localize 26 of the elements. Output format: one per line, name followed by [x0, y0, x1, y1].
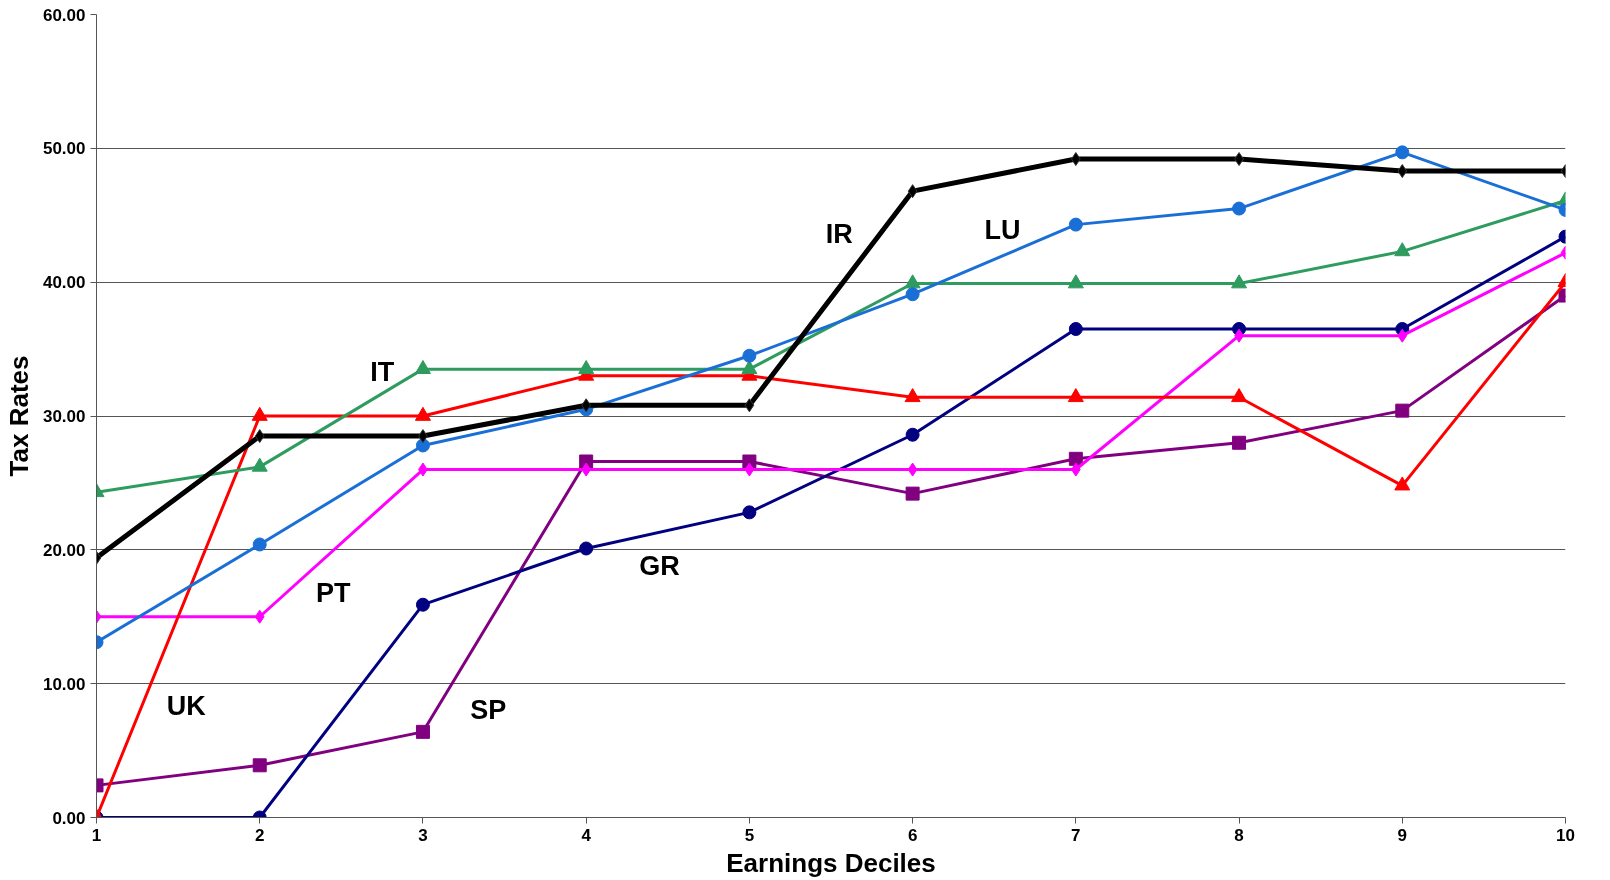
- series-label: SP: [470, 695, 507, 726]
- x-tick-label: 5: [744, 825, 755, 845]
- series-label: IR: [825, 218, 853, 249]
- y-tick-label: 60.00: [42, 5, 86, 25]
- y-tick-label: 30.00: [42, 407, 86, 426]
- x-tick-label: 9: [1397, 825, 1408, 845]
- series-label: LU: [984, 214, 1021, 245]
- series-label: IT: [370, 356, 395, 387]
- x-tick-label: 7: [1071, 825, 1081, 845]
- series-label: PT: [315, 577, 351, 608]
- x-axis-title: Earnings Deciles: [726, 847, 936, 878]
- x-tick-label: 1: [91, 825, 102, 845]
- series-label: UK: [166, 691, 207, 722]
- series-label: GR: [639, 550, 680, 581]
- y-tick-label: 40.00: [42, 273, 86, 293]
- x-tick-label: 8: [1234, 825, 1244, 845]
- y-tick-label: 20.00: [42, 540, 86, 560]
- x-tick-label: 3: [418, 825, 428, 845]
- y-axis-title: Tax Rates: [3, 355, 34, 477]
- y-tick-label: 50.00: [42, 139, 86, 159]
- x-tick-label: 6: [907, 825, 918, 845]
- y-tick-label: 10.00: [42, 674, 86, 694]
- x-tick-label: 4: [581, 825, 592, 845]
- x-tick-label: 2: [254, 825, 265, 845]
- y-tick-label: 0.00: [52, 808, 86, 828]
- x-tick-label: 10: [1556, 825, 1575, 845]
